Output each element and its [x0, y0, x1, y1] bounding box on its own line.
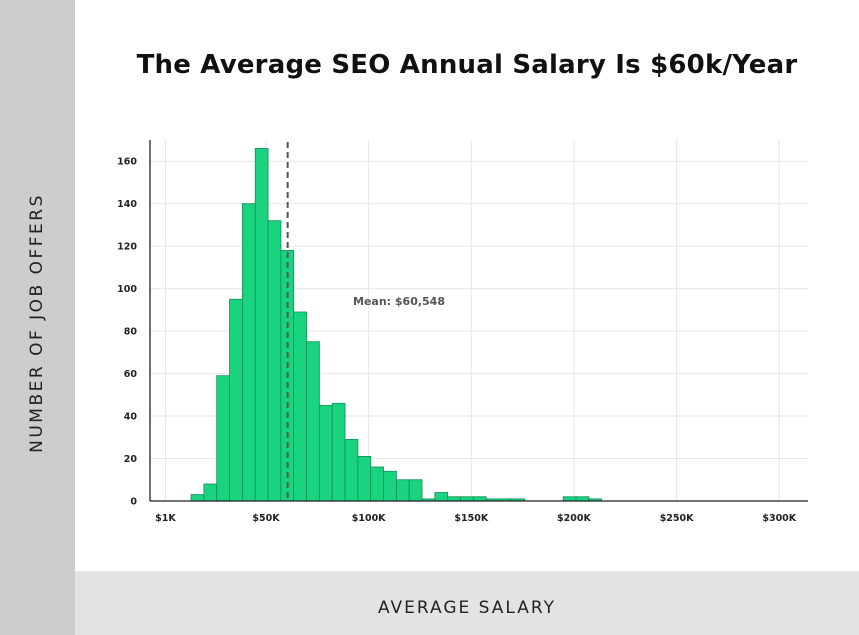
histogram-bar	[370, 466, 384, 502]
axes	[149, 140, 808, 502]
histogram-bar	[267, 220, 282, 502]
x-tick-label: $150K	[454, 513, 488, 524]
histogram-bar	[408, 479, 423, 502]
y-tick-label: 60	[124, 369, 138, 380]
histogram-bar	[331, 402, 346, 502]
histogram-bar	[241, 203, 256, 502]
mean-marker: Mean: $60,548	[286, 142, 445, 501]
chart-title: The Average SEO Annual Salary Is $60k/Ye…	[136, 50, 798, 80]
y-tick-label: 20	[124, 454, 138, 465]
histogram-bar	[254, 148, 269, 502]
histogram-bar	[357, 456, 372, 502]
histogram-bar	[318, 405, 333, 502]
x-tick-label: $1K	[155, 513, 176, 524]
y-tick-label: 160	[117, 157, 137, 168]
x-tick-label: $300K	[762, 513, 796, 524]
x-tick-labels: $1K $50K $100K $150K $200K $250K $300K	[155, 513, 797, 524]
x-tick-label: $50K	[252, 513, 280, 524]
histogram-bar	[229, 298, 243, 502]
left-band	[0, 0, 75, 635]
histogram-bars	[190, 148, 603, 502]
histogram-bar	[293, 311, 307, 502]
y-tick-label: 40	[124, 412, 138, 423]
bottom-band	[75, 571, 859, 635]
y-tick-labels: 0 20 40 60 80 100 120 140 160	[117, 157, 137, 508]
y-tick-label: 100	[117, 284, 137, 295]
x-axis-label: AVERAGE SALARY	[377, 598, 557, 618]
histogram-bar	[306, 341, 320, 502]
y-tick-label: 120	[117, 242, 137, 253]
x-tick-label: $100K	[352, 513, 386, 524]
histogram-bar	[216, 375, 230, 502]
histogram-bar	[395, 479, 410, 502]
histogram-bar	[203, 483, 218, 502]
y-tick-label: 0	[130, 497, 137, 508]
histogram-bar	[344, 439, 359, 502]
x-tick-label: $250K	[660, 513, 694, 524]
histogram-bar	[434, 492, 449, 502]
y-tick-label: 140	[117, 199, 137, 210]
histogram-bar	[190, 494, 205, 502]
y-tick-label: 80	[124, 327, 138, 338]
histogram-bar	[383, 470, 397, 502]
mean-annotation: Mean: $60,548	[353, 295, 445, 308]
x-tick-label: $200K	[557, 513, 591, 524]
